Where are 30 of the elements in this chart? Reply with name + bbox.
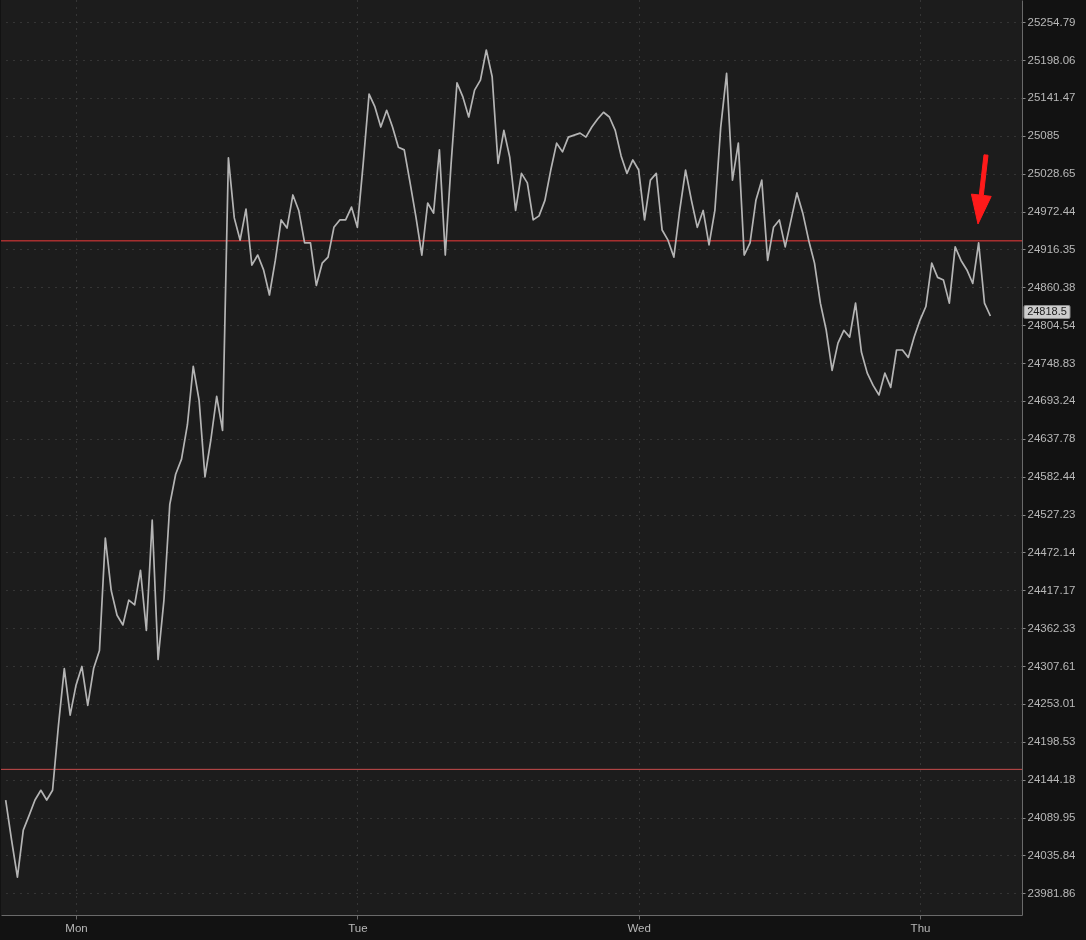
y-tick-label: 25198.06 <box>1027 53 1076 66</box>
y-tick-label: 24693.24 <box>1027 394 1077 407</box>
y-tick-label: 24804.54 <box>1027 318 1077 331</box>
y-tick-label: 25085 <box>1027 129 1060 142</box>
y-tick-label: 24253.01 <box>1027 697 1076 710</box>
y-tick-label: 24035.84 <box>1027 848 1077 861</box>
y-tick-label: 24582.44 <box>1027 470 1077 483</box>
x-tick-label: Mon <box>65 921 88 934</box>
y-tick-label: 23981.86 <box>1027 886 1076 899</box>
y-tick-label: 24860.38 <box>1027 280 1076 293</box>
y-tick-label: 24089.95 <box>1027 811 1076 824</box>
x-tick-label: Thu <box>910 921 931 934</box>
y-tick-label: 24307.61 <box>1027 659 1076 672</box>
y-tick-label: 25254.79 <box>1027 15 1076 28</box>
y-tick-label: 25028.65 <box>1027 167 1076 180</box>
x-tick-label: Wed <box>627 921 651 934</box>
y-tick-label: 24637.78 <box>1027 432 1076 445</box>
y-tick-label: 24527.23 <box>1027 508 1076 521</box>
y-tick-label: 25141.47 <box>1027 91 1076 104</box>
x-tick-label: Tue <box>348 921 368 934</box>
y-tick-label: 24362.33 <box>1027 621 1076 634</box>
y-tick-label: 24144.18 <box>1027 773 1076 786</box>
y-tick-label: 24417.17 <box>1027 583 1076 596</box>
y-tick-label: 24472.14 <box>1027 545 1077 558</box>
y-tick-label: 24198.53 <box>1027 735 1076 748</box>
text: 24818.5 <box>1027 305 1067 318</box>
line-series <box>4 49 992 878</box>
y-tick-label: 24916.35 <box>1027 242 1076 255</box>
y-tick-label: 24972.44 <box>1027 205 1077 218</box>
y-tick-label: 24748.83 <box>1027 356 1076 369</box>
